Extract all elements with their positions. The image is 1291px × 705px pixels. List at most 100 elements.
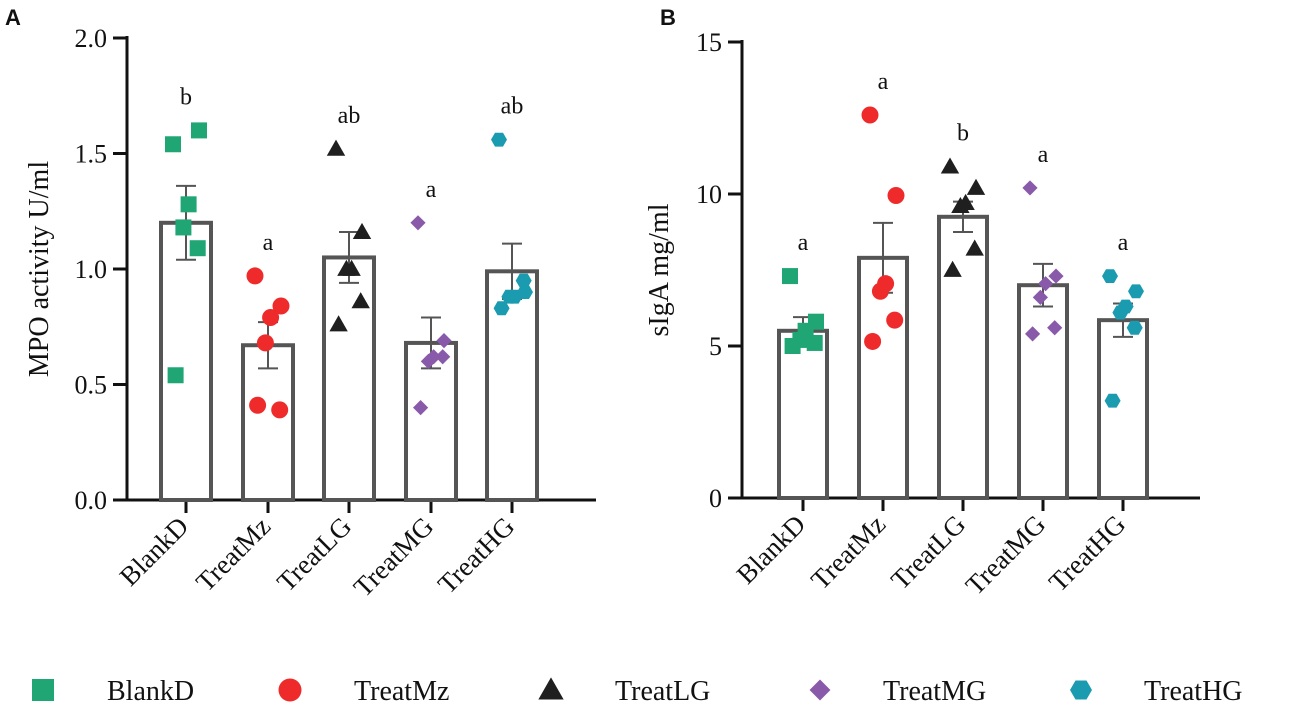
legend-marker-TreatHG (1070, 680, 1092, 700)
y-tick-label: 5 (709, 332, 722, 361)
data-point-TreatMz (887, 187, 905, 205)
data-point-TreatHG (1126, 320, 1143, 335)
significance-label: a (263, 230, 274, 256)
bar-BlankD (777, 328, 829, 500)
x-tick-label: TreatMz (805, 509, 891, 595)
bar-TreatMG (1017, 283, 1069, 501)
data-point-TreatHG (501, 289, 518, 304)
data-point-TreatLG (326, 139, 346, 156)
significance-label: a (426, 177, 437, 203)
data-point-TreatMG (1025, 326, 1041, 342)
y-tick-label: 0 (709, 484, 722, 513)
x-tick-label: TreatLG (271, 511, 357, 597)
data-point-TreatLG (352, 222, 372, 239)
data-point-TreatMG (420, 353, 436, 369)
significance-label: b (180, 84, 192, 110)
data-point-TreatLG (329, 315, 348, 332)
data-point-TreatMz (871, 282, 889, 300)
significance-label: ab (338, 103, 361, 129)
legend-label: TreatMG (883, 676, 986, 705)
data-point-TreatMz (886, 311, 904, 329)
x-tick-label: BlankD (114, 511, 195, 592)
bar-TreatHG (1097, 318, 1149, 500)
significance-label: ab (501, 94, 524, 120)
y-tick-label: 1.5 (75, 140, 108, 169)
data-point-TreatMG (413, 400, 429, 416)
legend-marker-BlankD (32, 679, 54, 701)
panel-label: A (5, 5, 21, 30)
data-point-TreatHG (491, 132, 507, 147)
data-point-TreatLG (337, 259, 356, 276)
significance-label: b (957, 121, 969, 147)
data-point-TreatLG (351, 292, 370, 309)
data-point-TreatMG (410, 215, 426, 231)
y-axis-label: MPO activity U/ml (24, 161, 55, 377)
data-point-BlankD (806, 334, 823, 351)
data-point-TreatMz (256, 334, 274, 352)
significance-label: a (1118, 230, 1129, 256)
data-point-TreatMz (864, 332, 882, 350)
bar-TreatLG (322, 255, 376, 503)
x-tick-label: TreatHG (1043, 509, 1131, 597)
x-tick-label: TreatMz (190, 511, 276, 597)
legend-label: TreatMz (354, 676, 449, 705)
y-tick-label: 0.0 (75, 486, 108, 515)
bar-BlankD (159, 220, 213, 503)
data-point-TreatMz (271, 401, 289, 419)
panel-a: A MPO activity U/ml 0.0 0.5 1.0 1.5 2.0 b BlankD… (5, 5, 596, 603)
data-point-TreatLG (965, 239, 984, 256)
data-point-BlankD (165, 136, 181, 153)
y-tick-label: 10 (696, 180, 722, 209)
y-tick-label: 0.5 (75, 371, 108, 400)
data-point-TreatMz (246, 267, 264, 285)
significance-label: a (1038, 142, 1049, 168)
legend-marker-TreatLG (538, 677, 564, 700)
data-point-TreatMG (1032, 289, 1048, 305)
data-point-BlankD (782, 268, 798, 285)
data-point-TreatMG (426, 349, 442, 365)
data-point-TreatMG (1038, 276, 1054, 292)
data-point-TreatHG (1102, 269, 1118, 283)
data-point-BlankD (784, 338, 801, 354)
data-point-BlankD (175, 219, 192, 236)
legend-label: TreatHG (1144, 676, 1243, 705)
bar-TreatLG (937, 214, 989, 501)
data-point-BlankD (167, 367, 184, 384)
data-point-TreatMG (1022, 180, 1038, 196)
data-point-TreatMG (436, 333, 452, 349)
panel-label: B (660, 5, 676, 30)
x-tick-label: TreatMG (348, 511, 440, 603)
significance-label: a (798, 230, 809, 256)
legend-label: BlankD (107, 676, 194, 705)
data-point-BlankD (180, 196, 197, 213)
data-point-TreatLG (966, 178, 986, 195)
data-point-TreatMz (272, 297, 290, 315)
legend-marker-TreatMz (278, 678, 302, 702)
y-axis-label: sIgA mg/ml (644, 203, 675, 336)
y-tick-label: 15 (696, 28, 722, 57)
x-tick-label: TreatMG (960, 509, 1052, 601)
data-point-TreatHG (1112, 305, 1129, 320)
data-point-TreatMG (1047, 320, 1063, 336)
legend: BlankD TreatMz TreatLG TreatMG TreatHG (32, 676, 1243, 705)
x-tick-label: TreatHG (432, 511, 520, 599)
data-point-TreatHG (515, 273, 532, 288)
data-point-TreatHG (1128, 284, 1144, 299)
bar-TreatHG (485, 269, 539, 502)
data-point-TreatLG (951, 196, 970, 214)
data-point-TreatHG (1104, 393, 1121, 408)
legend-marker-TreatMG (809, 679, 831, 701)
data-point-BlankD (189, 240, 206, 257)
data-point-TreatLG (940, 157, 960, 174)
data-point-TreatMG (435, 349, 451, 365)
data-point-TreatMz (861, 106, 879, 124)
x-tick-label: BlankD (731, 509, 812, 590)
data-point-TreatLG (943, 260, 962, 277)
data-point-BlankD (191, 122, 207, 139)
y-tick-label: 1.0 (75, 255, 108, 284)
x-tick-label: TreatLG (885, 509, 971, 595)
data-point-TreatMz (249, 396, 267, 414)
legend-label: TreatLG (615, 676, 710, 705)
